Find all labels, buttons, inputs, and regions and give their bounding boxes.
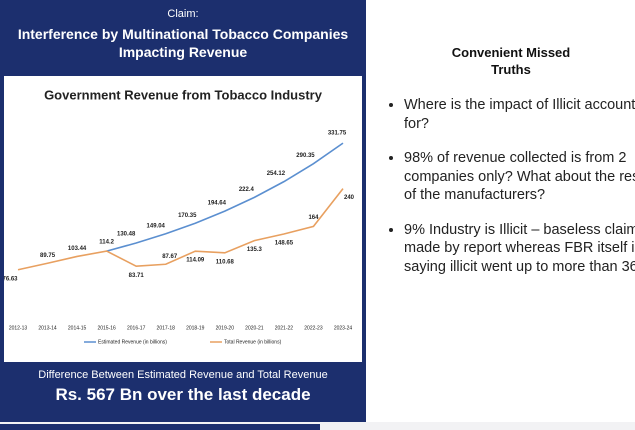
- bullet: 9% Industry is Illicit – baseless claim …: [404, 221, 635, 277]
- claim-label: Claim:: [167, 8, 199, 20]
- bullet: 98% of revenue collected is from 2 compa…: [404, 149, 635, 205]
- data-label: 89.75: [40, 253, 56, 259]
- chart-panel: Government Revenue from Tobacco Industry…: [2, 76, 362, 362]
- side-title: Convenient Missed Truths: [451, 45, 571, 77]
- data-label: 148.65: [275, 241, 294, 247]
- x-tick-label: 2012-13: [9, 325, 28, 331]
- footer-amount: Rs. 567 Bn over the last decade: [55, 385, 311, 404]
- data-label: 149.04: [147, 223, 166, 229]
- data-label: 290.35: [296, 153, 315, 159]
- data-label: 331.75: [328, 131, 347, 137]
- data-label: 240: [344, 195, 355, 201]
- data-label: 222.4: [239, 187, 255, 193]
- data-label: 135.3: [247, 247, 263, 253]
- data-label: 194.64: [208, 201, 227, 207]
- data-label: 110.68: [216, 259, 235, 265]
- series-line: [106, 142, 344, 252]
- bullet-list: Where is the impact of Illicit accounted…: [384, 96, 635, 292]
- data-label: 114.09: [186, 258, 205, 264]
- data-label: 170.35: [178, 213, 197, 219]
- data-label: 103.44: [68, 246, 87, 252]
- footer-caption: Difference Between Estimated Revenue and…: [38, 369, 328, 381]
- x-tick-label: 2018-19: [186, 325, 205, 331]
- data-label: 130.48: [117, 232, 136, 238]
- data-label: 83.71: [129, 273, 145, 279]
- x-tick-label: 2022-23: [304, 325, 323, 331]
- data-label: 254.12: [267, 171, 286, 177]
- x-tick-label: 2023-24: [334, 325, 353, 331]
- x-tick-label: 2020-21: [245, 325, 264, 331]
- chart: Government Revenue from Tobacco Industry…: [2, 87, 355, 345]
- chart-title: Government Revenue from Tobacco Industry: [44, 87, 323, 102]
- data-label: 164: [308, 215, 319, 221]
- legend-label: Estimated Revenue (in billions): [98, 339, 167, 345]
- x-tick-label: 2014-15: [68, 325, 87, 331]
- x-tick-label: 2013-14: [38, 325, 57, 331]
- x-tick-label: 2016-17: [127, 325, 146, 331]
- series-line: [17, 188, 344, 271]
- legend-label: Total Revenue (in billions): [224, 339, 282, 345]
- data-label: 76.63: [4, 276, 18, 282]
- side-panel: Convenient Missed Truths Where is the im…: [366, 0, 635, 422]
- x-tick-label: 2015-16: [97, 325, 116, 331]
- x-tick-label: 2021-22: [275, 325, 294, 331]
- bullet: Where is the impact of Illicit accounted…: [404, 96, 635, 133]
- claim-panel: Claim: Interference by Multinational Tob…: [0, 0, 366, 422]
- x-tick-label: 2019-20: [216, 325, 235, 331]
- bottom-strip: [0, 424, 320, 430]
- claim-title: Interference by Multinational Tobacco Co…: [17, 26, 349, 60]
- data-label: 114.2: [99, 240, 114, 246]
- data-label: 87.67: [162, 254, 178, 260]
- x-tick-label: 2017-18: [157, 325, 176, 331]
